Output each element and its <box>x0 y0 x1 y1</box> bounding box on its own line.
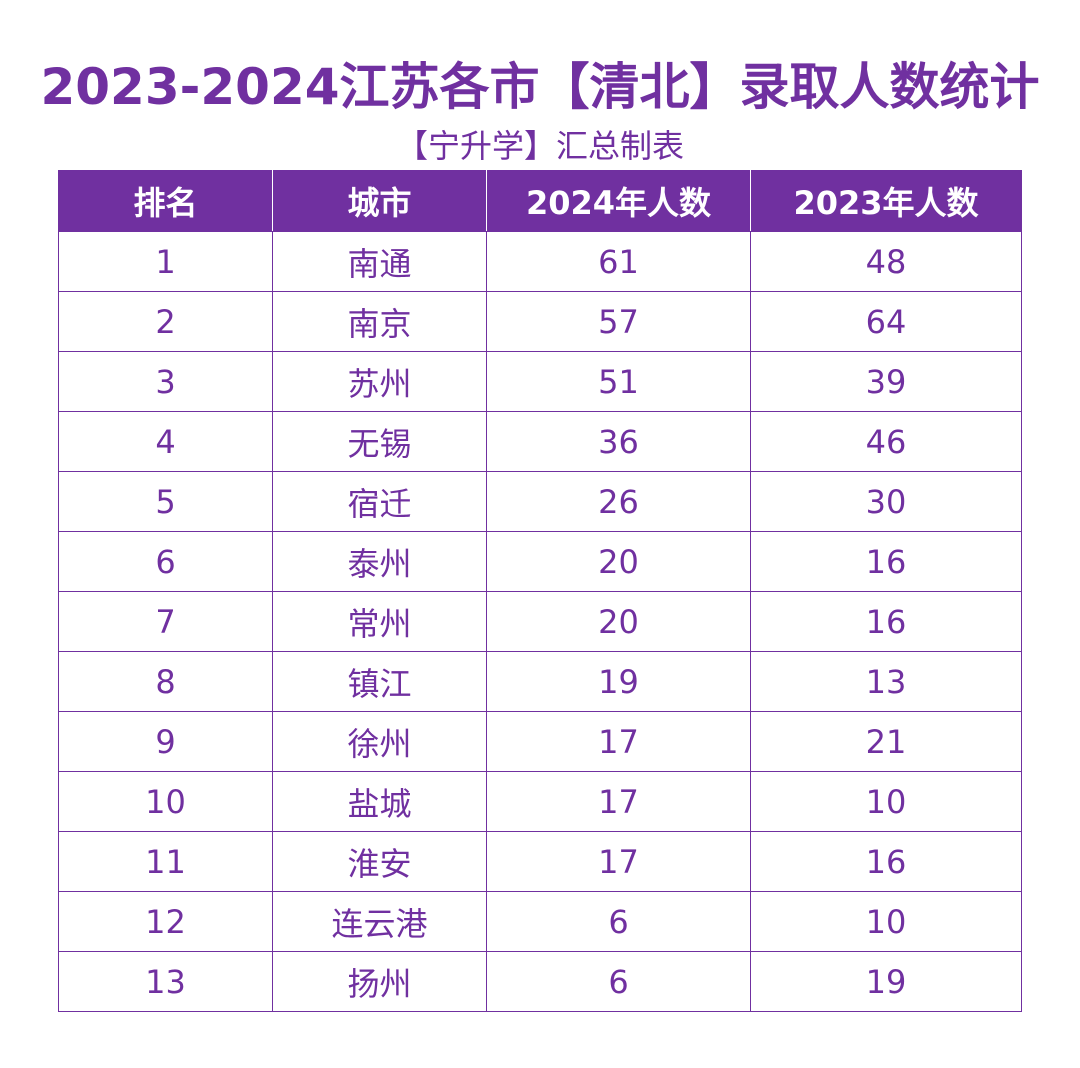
cell-2023-count: 64 <box>750 291 1022 352</box>
cell-2023-count: 39 <box>750 351 1022 412</box>
header-2024-count: 2024年人数 <box>486 170 751 232</box>
cell-city: 连云港 <box>272 891 487 952</box>
cell-rank: 9 <box>58 711 273 772</box>
cell-rank: 6 <box>58 531 273 592</box>
cell-city: 镇江 <box>272 651 487 712</box>
table-row: 2 南京 57 64 <box>58 291 1022 352</box>
table-row: 9 徐州 17 21 <box>58 711 1022 772</box>
cell-city: 泰州 <box>272 531 487 592</box>
cell-2024-count: 61 <box>486 231 751 292</box>
cell-2023-count: 10 <box>750 771 1022 832</box>
cell-2023-count: 19 <box>750 951 1022 1012</box>
cell-2023-count: 21 <box>750 711 1022 772</box>
cell-2024-count: 20 <box>486 531 751 592</box>
cell-city: 常州 <box>272 591 487 652</box>
cell-2024-count: 6 <box>486 891 751 952</box>
table-row: 1 南通 61 48 <box>58 231 1022 292</box>
cell-city: 无锡 <box>272 411 487 472</box>
cell-rank: 7 <box>58 591 273 652</box>
cell-2024-count: 36 <box>486 411 751 472</box>
header-rank: 排名 <box>58 170 273 232</box>
table-row: 11 淮安 17 16 <box>58 831 1022 892</box>
table-row: 3 苏州 51 39 <box>58 351 1022 412</box>
table-row: 10 盐城 17 10 <box>58 771 1022 832</box>
cell-2023-count: 10 <box>750 891 1022 952</box>
cell-2023-count: 16 <box>750 591 1022 652</box>
cell-2023-count: 13 <box>750 651 1022 712</box>
cell-2024-count: 17 <box>486 711 751 772</box>
cell-2024-count: 17 <box>486 771 751 832</box>
header-row: 排名 城市 2024年人数 2023年人数 <box>58 170 1022 232</box>
cell-2024-count: 17 <box>486 831 751 892</box>
header-city: 城市 <box>272 170 487 232</box>
cell-rank: 8 <box>58 651 273 712</box>
cell-city: 徐州 <box>272 711 487 772</box>
cell-city: 扬州 <box>272 951 487 1012</box>
cell-city: 淮安 <box>272 831 487 892</box>
cell-city: 宿迁 <box>272 471 487 532</box>
page-title: 2023-2024江苏各市【清北】录取人数统计 <box>40 58 1040 116</box>
cell-rank: 13 <box>58 951 273 1012</box>
cell-rank: 3 <box>58 351 273 412</box>
cell-2024-count: 26 <box>486 471 751 532</box>
table-header: 排名 城市 2024年人数 2023年人数 <box>58 170 1022 232</box>
cell-rank: 4 <box>58 411 273 472</box>
cell-rank: 1 <box>58 231 273 292</box>
admission-stats-table: 排名 城市 2024年人数 2023年人数 1 南通 61 48 2 南京 57… <box>58 170 1022 1012</box>
table-row: 4 无锡 36 46 <box>58 411 1022 472</box>
cell-2024-count: 57 <box>486 291 751 352</box>
cell-rank: 5 <box>58 471 273 532</box>
cell-city: 南通 <box>272 231 487 292</box>
header-2023-count: 2023年人数 <box>750 170 1022 232</box>
table-row: 13 扬州 6 19 <box>58 951 1022 1012</box>
cell-city: 盐城 <box>272 771 487 832</box>
cell-2024-count: 19 <box>486 651 751 712</box>
cell-2023-count: 46 <box>750 411 1022 472</box>
table-row: 8 镇江 19 13 <box>58 651 1022 712</box>
table-row: 6 泰州 20 16 <box>58 531 1022 592</box>
cell-rank: 12 <box>58 891 273 952</box>
cell-2023-count: 48 <box>750 231 1022 292</box>
cell-2023-count: 16 <box>750 831 1022 892</box>
cell-rank: 10 <box>58 771 273 832</box>
cell-rank: 2 <box>58 291 273 352</box>
table-row: 5 宿迁 26 30 <box>58 471 1022 532</box>
cell-2023-count: 16 <box>750 531 1022 592</box>
cell-city: 南京 <box>272 291 487 352</box>
cell-rank: 11 <box>58 831 273 892</box>
cell-2024-count: 51 <box>486 351 751 412</box>
page-subtitle: 【宁升学】汇总制表 <box>395 127 684 165</box>
table-body: 1 南通 61 48 2 南京 57 64 3 苏州 51 39 4 无锡 36… <box>58 231 1022 1012</box>
table-row: 12 连云港 6 10 <box>58 891 1022 952</box>
cell-2024-count: 20 <box>486 591 751 652</box>
cell-2024-count: 6 <box>486 951 751 1012</box>
cell-city: 苏州 <box>272 351 487 412</box>
table-row: 7 常州 20 16 <box>58 591 1022 652</box>
cell-2023-count: 30 <box>750 471 1022 532</box>
